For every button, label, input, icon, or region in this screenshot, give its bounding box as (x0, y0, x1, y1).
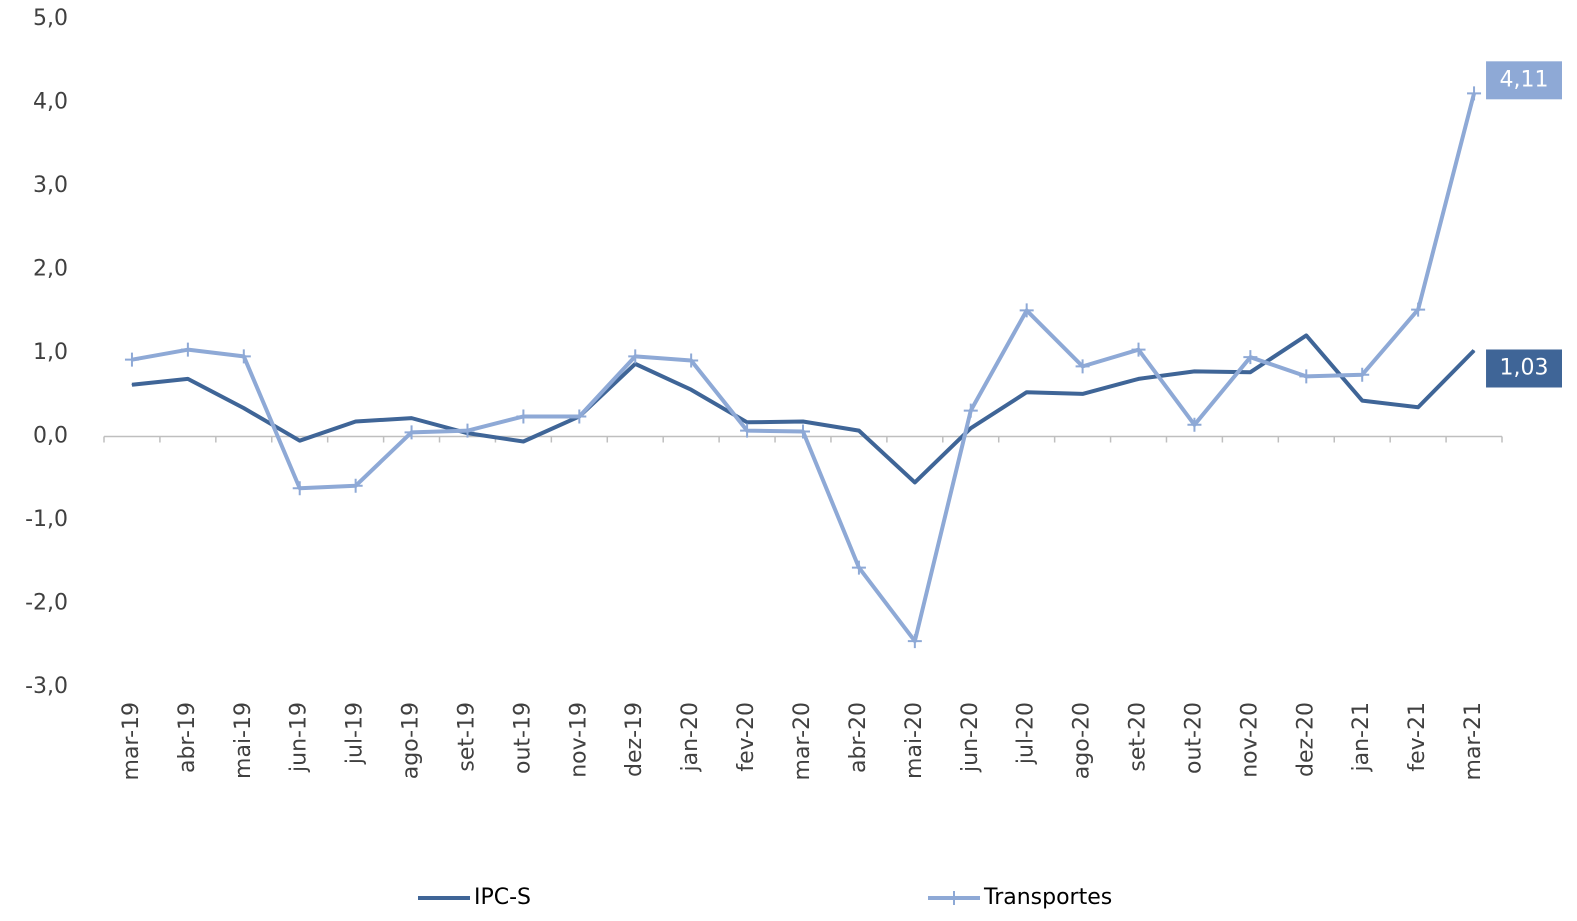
x-tick-label: out-19 (510, 702, 535, 774)
point (522, 441, 524, 443)
point-marker (628, 349, 643, 364)
x-tick-label: jan-20 (678, 702, 703, 772)
y-tick-label: -3,0 (25, 674, 68, 699)
point (1249, 371, 1251, 373)
point-marker (740, 423, 755, 438)
point-marker (1131, 342, 1146, 357)
point-marker (180, 342, 195, 357)
point-marker (1243, 350, 1258, 365)
legend-marker (947, 891, 961, 905)
x-tick-label: mar-19 (119, 702, 144, 780)
point-marker (1467, 86, 1482, 101)
point (746, 421, 748, 423)
x-tick-label: jan-21 (1349, 702, 1374, 772)
point-marker (236, 349, 251, 364)
point-marker (572, 409, 587, 424)
legend-label: Transportes (983, 885, 1112, 910)
point-marker (460, 423, 475, 438)
data-label-box (1486, 61, 1562, 100)
point (970, 427, 972, 429)
point (1417, 406, 1419, 408)
point-marker (963, 403, 978, 418)
x-tick-label: out-20 (1181, 702, 1206, 774)
point-marker (1187, 417, 1202, 432)
point-marker (1019, 303, 1034, 318)
point-marker (404, 425, 419, 440)
point-marker (1299, 369, 1314, 384)
x-tick-label: mai-19 (231, 702, 256, 779)
point (1082, 393, 1084, 395)
point (1193, 370, 1195, 372)
point (187, 378, 189, 380)
x-tick-label: mai-20 (902, 702, 927, 779)
point (1305, 334, 1307, 336)
x-tick-label: set-19 (454, 702, 479, 772)
point (355, 420, 357, 422)
x-tick-label: mar-21 (1461, 702, 1486, 780)
y-tick-label: 5,0 (33, 6, 68, 31)
point (858, 430, 860, 432)
x-tick-label: dez-19 (622, 702, 647, 777)
series-line (131, 92, 1476, 644)
point (131, 384, 133, 386)
y-tick-label: -1,0 (25, 507, 68, 532)
point-marker (851, 560, 866, 575)
point-marker (684, 353, 699, 368)
y-tick-label: 3,0 (33, 173, 68, 198)
y-tick-label: 0,0 (33, 424, 68, 449)
data-label: 4,11 (1500, 67, 1549, 92)
point-marker (124, 352, 139, 367)
x-tick-label: fev-21 (1405, 702, 1430, 772)
point-marker (292, 481, 307, 496)
x-tick-label: mar-20 (790, 702, 815, 780)
x-tick-label: jul-19 (343, 702, 368, 765)
data-label-box (1486, 349, 1562, 388)
x-tick-label: jun-20 (958, 702, 983, 773)
point (634, 363, 636, 365)
x-tick-label: ago-19 (399, 702, 424, 779)
point (1026, 391, 1028, 393)
x-tick-label: nov-20 (1237, 702, 1262, 778)
point-marker (907, 634, 922, 649)
point (1138, 378, 1140, 380)
point (411, 417, 413, 419)
x-tick-label: jun-19 (287, 702, 312, 773)
point-marker (1075, 359, 1090, 374)
point (1473, 349, 1475, 351)
legend-label: IPC-S (474, 885, 531, 910)
y-tick-label: -2,0 (25, 591, 68, 616)
y-tick-label: 4,0 (33, 90, 68, 115)
point-marker (516, 409, 531, 424)
point (690, 389, 692, 391)
point-marker (1355, 367, 1370, 382)
point (1361, 400, 1363, 402)
x-tick-label: fev-20 (734, 702, 759, 772)
x-tick-label: abr-19 (175, 702, 200, 773)
point-marker (348, 478, 363, 493)
y-tick-label: 1,0 (33, 340, 68, 365)
point (299, 440, 301, 442)
y-tick-label: 2,0 (33, 257, 68, 282)
point-marker (1411, 302, 1426, 317)
point (802, 420, 804, 422)
point (243, 407, 245, 409)
x-tick-label: jul-20 (1014, 702, 1039, 765)
point (914, 481, 916, 483)
x-tick-label: ago-20 (1070, 702, 1095, 779)
x-tick-label: abr-20 (846, 702, 871, 773)
x-tick-label: nov-19 (566, 702, 591, 778)
x-tick-label: dez-20 (1293, 702, 1318, 777)
data-label: 1,03 (1500, 355, 1549, 380)
series-line (131, 333, 1476, 485)
point-marker (796, 424, 810, 439)
x-tick-label: set-20 (1126, 702, 1151, 772)
